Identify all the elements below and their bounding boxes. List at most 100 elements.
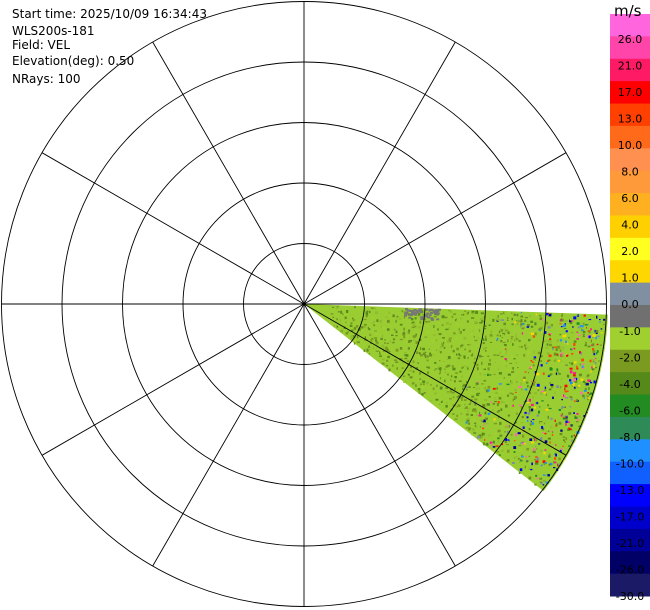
colorbar-swatch [610,36,650,60]
sector-speckle [375,339,378,342]
sector-speckle [514,433,518,437]
sector-speckle [528,476,532,480]
sector-speckle [471,409,475,412]
sector-speckle [458,380,462,382]
sector-speckle [540,360,542,362]
sector-speckle [465,421,468,424]
radial-spoke [303,152,567,305]
sector-speckle [595,361,597,365]
colorbar-tick-label: 8.0 [621,166,639,179]
sector-speckle [558,373,561,375]
sector-speckle [470,326,474,329]
sector-speckle [549,338,552,340]
sector-speckle [520,442,523,444]
sector-speckle [373,324,376,327]
sector-speckle [543,447,546,450]
sector-speckle [543,392,546,394]
sector-speckle [456,406,458,408]
sector-speckle [525,343,527,346]
sector-speckle [544,389,547,392]
sector-speckle [547,437,551,440]
sector-speckle [568,427,570,430]
sector-speckle [507,449,510,453]
sector-speckle [554,461,557,464]
sector-speckle [428,314,432,317]
sector-speckle [545,430,548,433]
sector-speckle [529,366,532,369]
sector-speckle [598,360,600,362]
sector-speckle [530,320,534,323]
sector-speckle [560,339,562,342]
sector-speckle [506,321,510,324]
sector-speckle [575,371,577,373]
site-label: WLS200s-181 [12,24,95,38]
sector-speckle [450,321,452,324]
sector-speckle [463,362,466,365]
sector-speckle [526,326,530,328]
sector-speckle [497,437,500,440]
sector-speckle [563,328,567,329]
sector-speckle [545,346,549,349]
sector-speckle [539,421,543,423]
colorbar-tick-label: -13.0 [616,484,644,497]
colorbar-tick-label: -21.0 [616,537,644,550]
colorbar-swatch [610,484,650,507]
colorbar-swatch [610,551,650,575]
sector-speckle [376,319,379,322]
sector-speckle [413,335,417,337]
sector-speckle [555,372,558,375]
sector-speckle [395,361,399,363]
sector-speckle [388,311,391,314]
sector-speckle [536,401,538,405]
sector-speckle [585,324,588,326]
sector-speckle [447,364,451,367]
sector-speckle [578,373,582,377]
sector-speckle [554,419,556,422]
sector-speckle [534,438,536,441]
sector-speckle [439,369,442,371]
sector-speckle [450,391,452,395]
colorbar-unit: m/s [614,2,642,20]
sector-speckle [580,391,583,395]
sector-speckle [432,370,435,373]
sector-speckle [411,321,415,324]
sector-speckle [561,412,564,416]
sector-speckle [540,481,543,485]
sector-speckle [497,367,500,371]
sector-speckle [463,387,465,391]
sector-speckle [443,341,445,344]
sector-speckle [472,386,476,388]
sector-speckle [570,398,573,401]
sector-speckle [565,423,567,426]
sector-speckle [419,308,423,311]
sector-speckle [421,393,424,396]
sector-speckle [472,312,475,315]
sector-speckle [512,404,514,407]
sector-speckle [581,325,584,328]
sector-speckle [401,335,402,338]
sector-speckle [370,339,373,342]
sector-speckle [452,396,455,399]
sector-speckle [501,400,504,404]
sector-speckle [332,316,335,319]
sector-speckle [448,339,452,343]
sector-speckle [485,417,488,421]
sector-speckle [499,422,502,425]
sector-speckle [515,335,517,339]
sector-speckle [451,320,453,322]
sector-speckle [390,325,393,327]
sector-speckle [464,310,467,312]
sector-speckle [504,438,506,441]
sector-speckle [506,430,510,434]
sector-speckle [471,395,475,398]
sector-speckle [527,391,531,393]
sector-speckle [539,317,543,320]
sector-speckle [583,415,586,418]
sector-speckle [512,398,514,402]
sector-speckle [446,402,448,405]
sector-speckle [579,363,581,366]
sector-speckle [494,340,497,342]
sector-speckle [407,347,410,350]
colorbar: 26.0 21.0 17.0 13.0 10.0 8.0 6.0 4.0 2.0 1.0 0.0 -1… [610,2,650,603]
